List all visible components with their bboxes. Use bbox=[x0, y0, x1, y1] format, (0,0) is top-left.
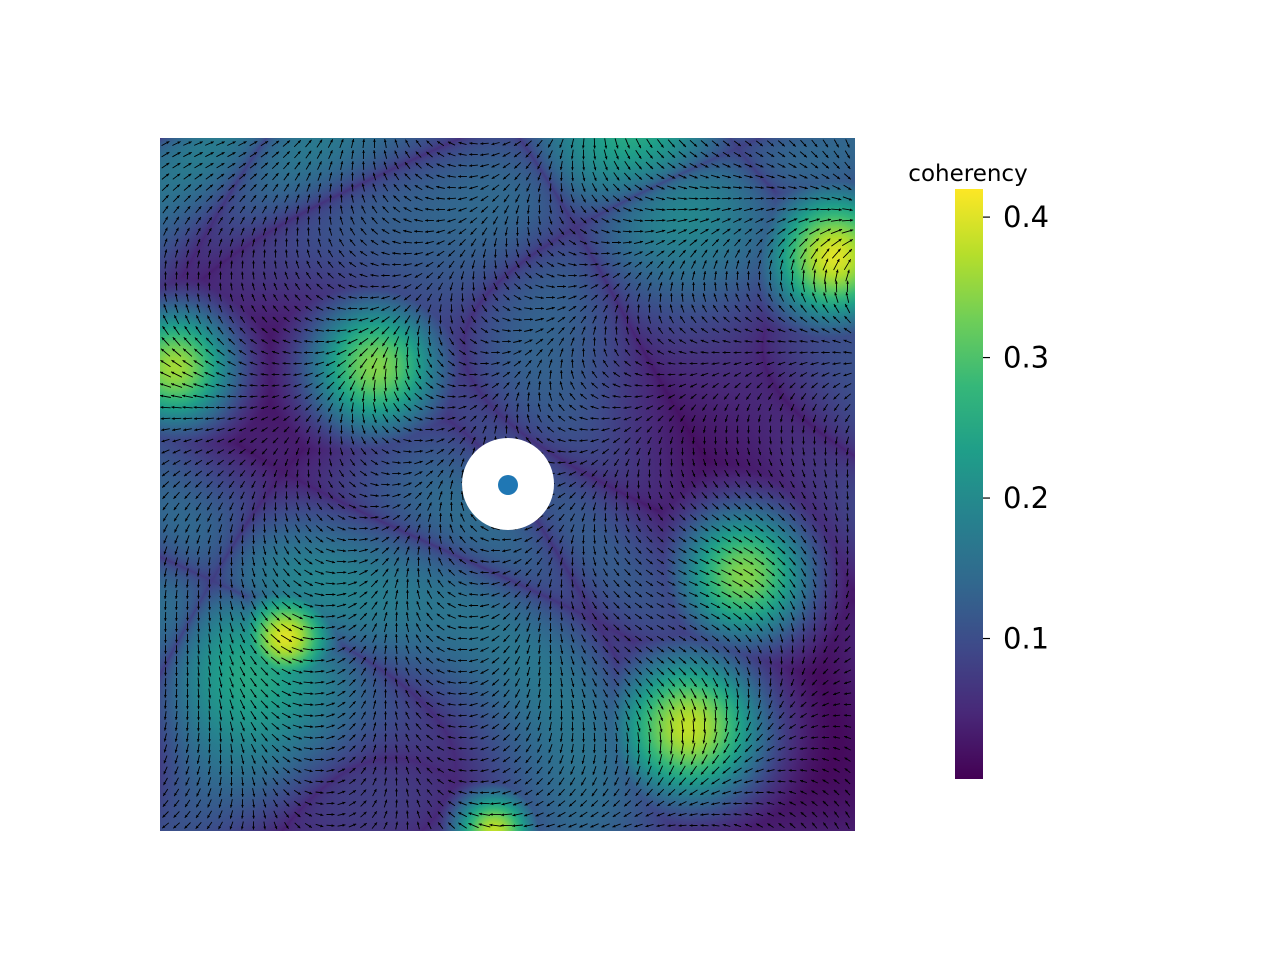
arrow-shafts bbox=[160, 138, 854, 830]
arrow-layer bbox=[160, 138, 854, 830]
orientation-quiver bbox=[160, 138, 854, 830]
colorbar-tick-label: 0.2 bbox=[1003, 481, 1049, 515]
center-marker bbox=[498, 475, 518, 495]
colorbar-title: coherency bbox=[908, 161, 1027, 187]
colorbar-tick-label: 0.3 bbox=[1003, 341, 1049, 375]
colorbar-tick-label: 0.4 bbox=[1003, 200, 1049, 234]
colorbar-tick-label: 0.1 bbox=[1003, 622, 1049, 656]
colorbar-gradient bbox=[955, 189, 983, 779]
colorbar-ticks: 0.1 0.2 0.3 0.4 bbox=[983, 200, 1049, 656]
arrow-heads bbox=[160, 139, 854, 830]
